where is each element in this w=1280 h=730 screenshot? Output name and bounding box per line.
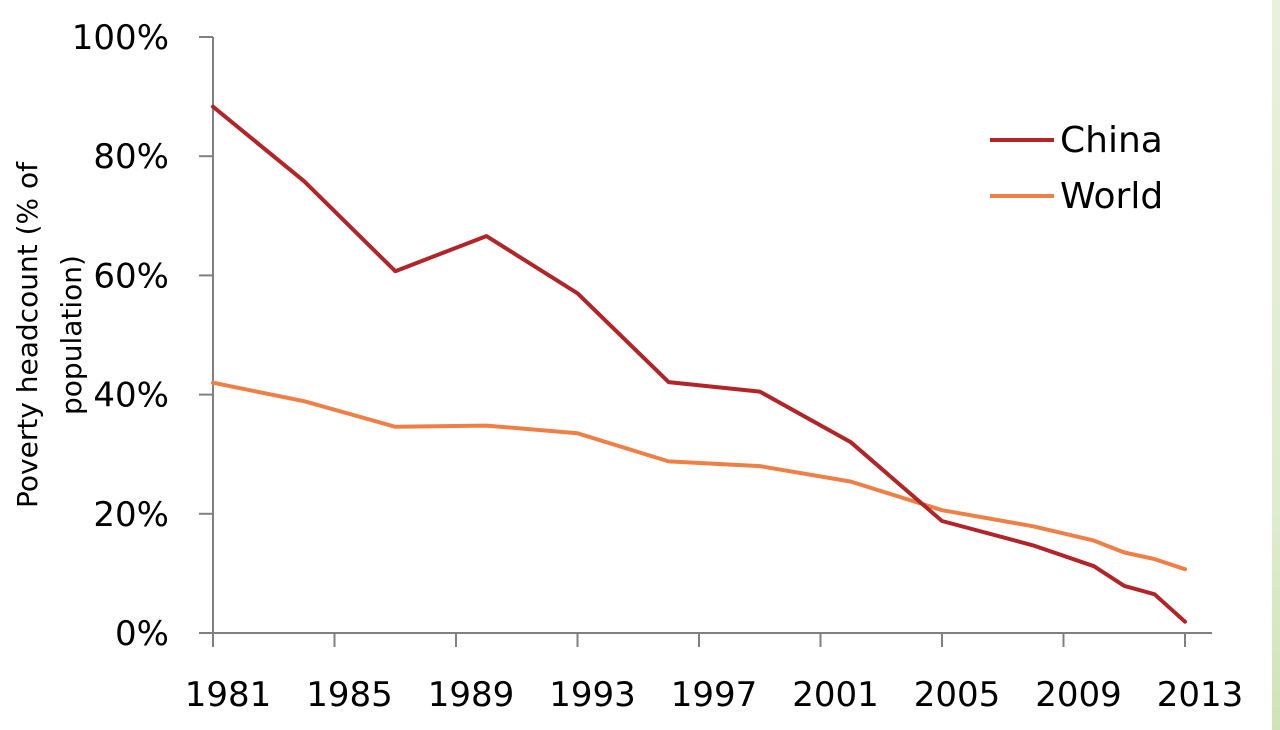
y-tick-label: 100% [72,18,169,58]
y-tick-label: 40% [93,376,169,416]
x-tick-label: 1981 [185,675,272,715]
legend-label-china: China [1060,120,1163,161]
edge-strip [1272,0,1280,730]
y-tick-label: 0% [115,614,169,654]
x-tick-label: 2009 [1035,675,1122,715]
y-tick-label: 80% [93,137,169,177]
y-axis: 0% 20% 40% 60% 80% 100% [72,18,214,654]
x-tick-label: 1985 [306,675,393,715]
y-axis-title-line: Poverty headcount (% of [11,161,44,508]
y-axis-title-line: population) [55,255,88,415]
series-layer [211,104,1187,624]
legend: China World [990,120,1163,217]
x-tick-label: 1997 [671,675,758,715]
x-tick-label: 2013 [1157,675,1244,715]
series-line-china [211,104,1187,624]
x-tick-label: 2001 [792,675,879,715]
x-tick-label: 2005 [914,675,1001,715]
y-tick-label: 60% [93,256,169,296]
y-axis-title: Poverty headcount (% of population) [11,161,88,508]
legend-label-world: World [1060,176,1163,217]
y-tick-label: 20% [93,495,169,535]
x-axis: 1981 1985 1989 1993 1997 2001 2005 2009 2013 [185,632,1244,715]
x-tick-label: 1989 [428,675,515,715]
x-tick-label: 1993 [549,675,636,715]
series-line-world [211,380,1187,572]
